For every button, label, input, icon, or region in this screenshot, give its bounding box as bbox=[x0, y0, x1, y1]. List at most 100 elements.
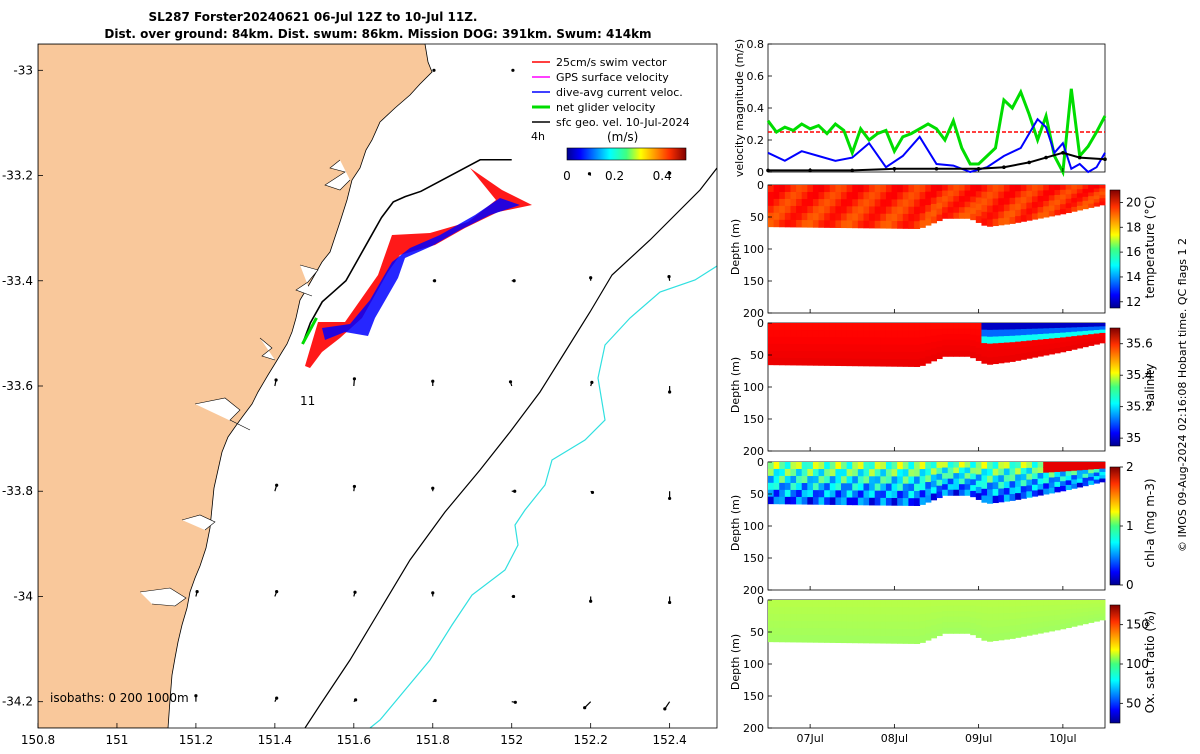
temperature-cell bbox=[1071, 189, 1078, 195]
salinity-cell bbox=[1003, 349, 1011, 357]
salinity-cell bbox=[880, 337, 887, 346]
chl-a-cell bbox=[914, 490, 921, 499]
temperature-cell bbox=[835, 213, 842, 221]
temperature-cell bbox=[863, 199, 870, 207]
temperature-cell bbox=[1093, 195, 1100, 200]
oxygen-cell bbox=[841, 628, 848, 636]
oxygen-cell bbox=[1048, 605, 1055, 611]
temperature-cell bbox=[874, 185, 881, 193]
chl-a-cell bbox=[998, 481, 1005, 490]
salinity-cell bbox=[1037, 323, 1044, 330]
salinity-cell bbox=[846, 358, 853, 367]
salinity-cell bbox=[1076, 323, 1084, 328]
chl-a-cell bbox=[1082, 465, 1089, 471]
chl-a-cell bbox=[846, 490, 853, 499]
salinity-cell bbox=[930, 354, 937, 362]
salinity-cell bbox=[863, 337, 870, 345]
salinity-cell bbox=[801, 330, 808, 338]
oxygen-cell bbox=[863, 614, 870, 622]
temperature-colorbar bbox=[1109, 189, 1121, 309]
chl-a-cell bbox=[919, 476, 926, 484]
oxygen-cell bbox=[914, 628, 921, 637]
chl-a-cell bbox=[874, 476, 881, 484]
chl-a-cell bbox=[930, 480, 937, 488]
oxygen-cell bbox=[998, 600, 1005, 608]
oxygen-cell bbox=[1076, 604, 1084, 609]
oxygen-cell bbox=[874, 628, 881, 637]
geo-vector-head bbox=[274, 378, 278, 382]
chl-a-cell bbox=[796, 489, 803, 498]
salinity-cell bbox=[835, 323, 842, 331]
salinity-cell bbox=[1015, 335, 1022, 343]
oxygen-cell bbox=[897, 607, 904, 615]
geo-vector-head bbox=[432, 68, 436, 72]
chl-a-cell bbox=[824, 497, 831, 505]
oxygen-cell bbox=[902, 600, 909, 608]
oxygen-cell bbox=[1031, 628, 1039, 635]
oxygen-cell bbox=[869, 614, 876, 622]
temperature-cell bbox=[964, 190, 971, 197]
oxygen-cell bbox=[885, 607, 893, 615]
salinity-cell bbox=[829, 323, 836, 331]
chl-a-cell bbox=[914, 476, 921, 485]
oxygen-cell bbox=[801, 628, 808, 636]
salinity-cell bbox=[1076, 331, 1084, 336]
temperature-cell bbox=[852, 192, 859, 200]
geo-vector-head bbox=[589, 599, 593, 603]
salinity-cell bbox=[807, 351, 814, 359]
salinity-cell bbox=[1093, 340, 1100, 345]
temperature-cell bbox=[981, 191, 988, 199]
chl-a-cell bbox=[936, 467, 943, 475]
salinity-cell bbox=[992, 356, 999, 365]
oxygen-cell bbox=[992, 627, 999, 635]
oxygen-cell bbox=[914, 607, 921, 615]
chl-a-cell bbox=[1093, 472, 1100, 477]
salinity-cell bbox=[1009, 355, 1016, 362]
chl-a-cell bbox=[1099, 465, 1106, 470]
chl-a-cell bbox=[874, 469, 881, 477]
oxygen-cell bbox=[914, 614, 921, 623]
temperature-cell bbox=[863, 213, 870, 222]
chl-a-cell bbox=[947, 473, 954, 480]
oxygen-cell bbox=[812, 600, 820, 608]
salinity-cell bbox=[1003, 323, 1011, 331]
estuary-5 bbox=[181, 514, 216, 531]
salinity-cell bbox=[1020, 353, 1027, 360]
temperature-cell bbox=[1009, 217, 1016, 224]
chl-a-cell bbox=[902, 498, 909, 506]
salinity-cell bbox=[992, 350, 999, 358]
chl-a-cell bbox=[863, 469, 870, 477]
oxygen-cell bbox=[1009, 619, 1016, 627]
chl-a-cell bbox=[942, 462, 949, 469]
geo-velocity-point bbox=[934, 167, 939, 171]
oxygen-cell bbox=[852, 621, 859, 629]
velocity-y-axis: 00.20.40.60.8 bbox=[747, 38, 772, 179]
salinity-cell bbox=[824, 358, 831, 366]
temperature-cell bbox=[1054, 185, 1061, 191]
chl-a-cell bbox=[891, 483, 898, 492]
temperature-cell bbox=[835, 185, 842, 193]
temperature-cell bbox=[829, 185, 836, 193]
chl-a-cell bbox=[1054, 481, 1061, 488]
oxygen-cell bbox=[1071, 600, 1078, 605]
salinity-cell bbox=[1031, 328, 1039, 335]
oxygen-cell bbox=[818, 635, 825, 643]
salinity-cell bbox=[1015, 329, 1022, 336]
chl-a-cell bbox=[1009, 474, 1016, 482]
temperature-cell bbox=[852, 199, 859, 207]
chl-a-y-tick-label: 150 bbox=[743, 552, 764, 565]
chl-a-cell bbox=[958, 489, 966, 496]
salinity-cell bbox=[1054, 327, 1061, 334]
salinity-cell bbox=[992, 336, 999, 344]
salinity-cbar-tick-label: 35.4 bbox=[1126, 368, 1153, 382]
salinity-cell bbox=[902, 344, 909, 353]
chl-a-cell bbox=[846, 469, 853, 477]
salinity-cell bbox=[1037, 350, 1044, 357]
temperature-cell bbox=[908, 185, 915, 193]
temperature-cell bbox=[790, 185, 797, 193]
chl-a-cell bbox=[925, 462, 932, 470]
chl-a-cell bbox=[1093, 465, 1100, 470]
chl-a-cell bbox=[779, 475, 786, 484]
oxygen-cell bbox=[953, 622, 960, 629]
oxygen-cell bbox=[1026, 623, 1033, 630]
